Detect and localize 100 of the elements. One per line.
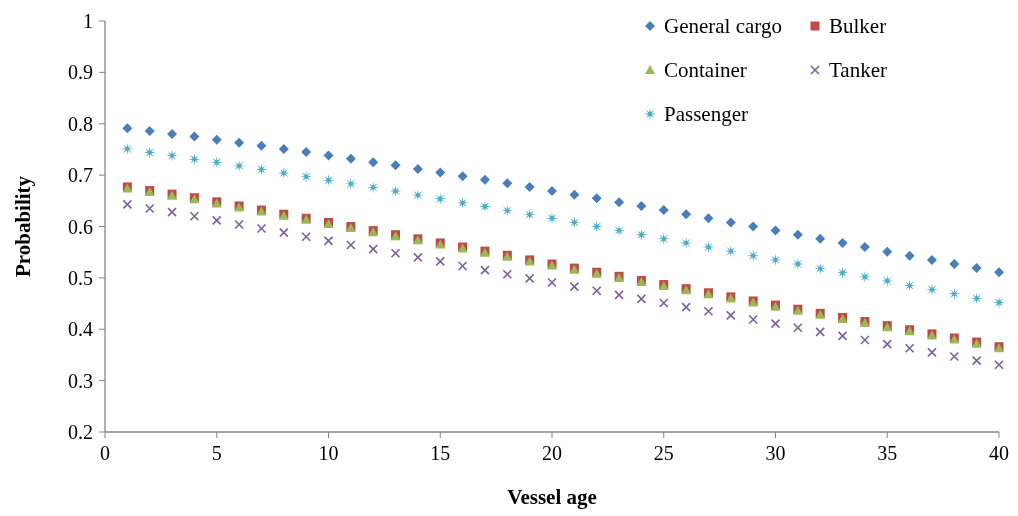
point: [703, 306, 714, 317]
point: [792, 229, 803, 240]
point: [523, 208, 536, 221]
point: [301, 147, 312, 158]
point: [189, 131, 200, 142]
point: [815, 327, 825, 337]
point: [658, 205, 669, 216]
point: [837, 237, 848, 248]
point: [122, 199, 133, 210]
point: [926, 254, 937, 265]
point: [501, 204, 514, 217]
point: [502, 178, 513, 189]
point: [681, 209, 692, 220]
point: [524, 181, 535, 192]
y-tick-label: 0.3: [68, 369, 93, 392]
point: [256, 223, 267, 234]
point: [836, 266, 849, 279]
point: [635, 228, 648, 241]
point: [255, 163, 268, 176]
point: [791, 258, 804, 270]
point: [189, 211, 200, 222]
point: [144, 203, 155, 214]
x-tick-label: 25: [653, 442, 674, 464]
point: [367, 181, 380, 194]
point: [793, 322, 803, 333]
point: [681, 302, 691, 312]
point: [435, 167, 446, 178]
y-tick-label: 0.8: [68, 112, 93, 135]
point: [726, 310, 736, 321]
y-tick-label: 0.7: [68, 164, 93, 187]
point: [904, 250, 915, 261]
point: [323, 150, 334, 161]
y-tick-label: 0.6: [68, 215, 93, 238]
y-axis-title: Probability: [11, 175, 35, 278]
x-tick-label: 15: [430, 442, 451, 464]
point: [234, 219, 244, 230]
point: [457, 171, 468, 182]
point: [389, 185, 402, 198]
point: [658, 298, 669, 308]
point: [971, 355, 982, 366]
point: [322, 174, 335, 187]
point: [166, 149, 179, 162]
point: [144, 125, 155, 136]
point: [925, 283, 938, 296]
point: [167, 207, 177, 217]
legend-label: Passenger: [664, 102, 748, 127]
point: [143, 146, 156, 159]
point: [188, 153, 201, 166]
point: [480, 265, 490, 275]
point: [770, 318, 781, 329]
point: [413, 252, 423, 263]
y-tick-label: 0.5: [68, 266, 93, 289]
point: [210, 156, 223, 169]
point: [390, 248, 401, 259]
point: [569, 189, 580, 200]
legend-label: Container: [664, 58, 747, 83]
point: [837, 331, 848, 341]
point: [547, 186, 557, 197]
point: [858, 270, 871, 283]
point: [167, 129, 178, 140]
point: [256, 140, 267, 151]
point: [948, 287, 961, 300]
point: [524, 273, 535, 284]
point: [277, 167, 290, 180]
point: [613, 224, 626, 237]
point: [346, 240, 356, 250]
point: [301, 231, 311, 242]
point: [881, 274, 894, 287]
x-axis-title: Vessel age: [507, 485, 597, 509]
legend-label: Tanker: [829, 58, 887, 83]
point: [434, 192, 447, 205]
point: [882, 246, 893, 257]
point: [456, 196, 469, 209]
point: [568, 216, 581, 229]
point: [300, 170, 313, 183]
point: [614, 290, 624, 300]
x-tick-label: 35: [877, 442, 898, 464]
y-tick-label: 0.9: [68, 61, 93, 84]
point: [927, 347, 937, 358]
point: [815, 233, 826, 244]
point: [748, 221, 759, 232]
point: [279, 227, 289, 238]
point: [769, 253, 782, 266]
point: [859, 242, 870, 253]
x-tick-label: 30: [765, 442, 786, 464]
point: [703, 213, 714, 224]
point: [323, 236, 334, 246]
point: [994, 359, 1004, 370]
point: [747, 249, 760, 262]
point: [949, 351, 960, 362]
point: [233, 159, 246, 172]
point: [211, 215, 222, 226]
point: [390, 160, 401, 171]
point: [211, 134, 222, 145]
x-tick-label: 5: [211, 442, 222, 464]
point: [122, 123, 133, 134]
point: [368, 157, 379, 168]
point: [904, 343, 915, 354]
point: [590, 220, 603, 233]
point: [457, 261, 468, 271]
